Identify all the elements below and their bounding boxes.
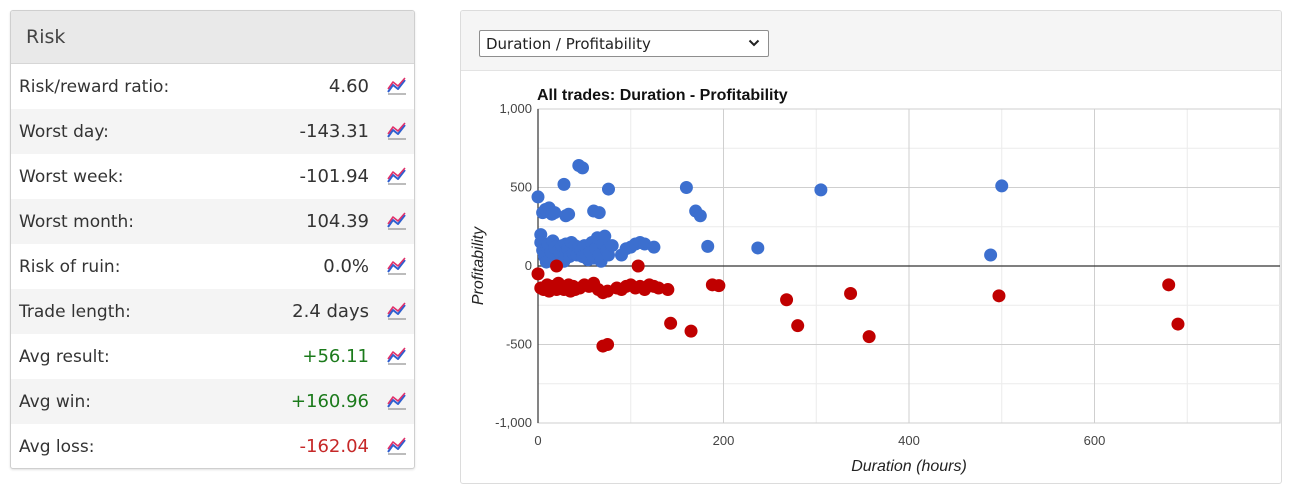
risk-row-label: Avg win: xyxy=(19,391,92,412)
scatter-point xyxy=(576,161,590,175)
scatter-point xyxy=(557,177,571,191)
risk-panel: Risk Risk/reward ratio: 4.60 Worst day: -14… xyxy=(10,10,415,469)
risk-list: Risk/reward ratio: 4.60 Worst day: -143.31 W… xyxy=(11,64,414,468)
risk-row-value: 2.4 days xyxy=(292,301,369,322)
y-tick-label: 1,000 xyxy=(499,101,532,116)
risk-row-label: Avg result: xyxy=(19,346,110,367)
scatter-point xyxy=(701,239,715,253)
risk-row-label: Worst week: xyxy=(19,166,124,187)
line-chart-icon[interactable] xyxy=(386,437,408,455)
scatter-point xyxy=(791,319,805,333)
scatter-point xyxy=(605,239,619,253)
chart-title: All trades: Duration - Profitability xyxy=(537,87,788,104)
risk-row-label: Risk/reward ratio: xyxy=(19,76,170,97)
risk-row: Avg result: +56.11 xyxy=(11,334,414,379)
risk-row-value: +160.96 xyxy=(290,391,369,412)
risk-row: Avg loss: -162.04 xyxy=(11,424,414,468)
line-chart-icon[interactable] xyxy=(386,77,408,95)
scatter-point xyxy=(1171,317,1185,331)
y-tick-label: -500 xyxy=(506,337,532,352)
scatter-point xyxy=(539,255,553,269)
line-chart-icon[interactable] xyxy=(386,392,408,410)
x-tick-label: 600 xyxy=(1084,433,1106,448)
x-tick-label: 400 xyxy=(898,433,920,448)
scatter-point xyxy=(531,267,545,281)
line-chart-icon[interactable] xyxy=(386,167,408,185)
scatter-point xyxy=(684,324,698,338)
risk-row: Worst week: -101.94 xyxy=(11,154,414,199)
risk-row: Trade length: 2.4 days xyxy=(11,289,414,334)
scatter-point xyxy=(598,229,612,243)
line-chart-icon[interactable] xyxy=(386,347,408,365)
scatter-point xyxy=(531,190,545,204)
risk-panel-title: Risk xyxy=(26,26,66,48)
risk-row-value: -162.04 xyxy=(299,436,369,457)
scatter-point xyxy=(992,289,1006,303)
y-tick-label: 500 xyxy=(510,180,532,195)
chart-panel: Duration / Profitability 0 200 400 600 1,000… xyxy=(460,10,1282,484)
x-tick-label: 0 xyxy=(534,433,541,448)
line-chart-icon[interactable] xyxy=(386,122,408,140)
scatter-point xyxy=(814,183,828,197)
risk-row: Risk of ruin: 0.0% xyxy=(11,244,414,289)
line-chart-icon[interactable] xyxy=(386,257,408,275)
scatter-point xyxy=(647,240,661,254)
risk-row-label: Trade length: xyxy=(19,301,131,322)
chevron-down-icon xyxy=(748,39,760,47)
scatter-point xyxy=(679,181,693,194)
scatter-point xyxy=(693,209,707,223)
x-tick-label: 200 xyxy=(713,433,735,448)
y-tick-label: 0 xyxy=(525,258,532,273)
scatter-point xyxy=(550,259,564,273)
scatter-point xyxy=(995,179,1009,193)
risk-panel-header: Risk xyxy=(11,11,414,64)
scatter-point xyxy=(712,279,726,293)
risk-row-label: Avg loss: xyxy=(19,436,95,457)
scatter-point xyxy=(631,259,645,273)
risk-row-label: Worst day: xyxy=(19,121,109,142)
risk-row-value: 0.0% xyxy=(323,256,369,277)
chart-toolbar: Duration / Profitability xyxy=(461,11,1281,71)
risk-row: Risk/reward ratio: 4.60 xyxy=(11,64,414,109)
scatter-point xyxy=(601,182,615,196)
scatter-point xyxy=(592,206,606,220)
risk-row-value: 4.60 xyxy=(328,76,369,97)
scatter-point xyxy=(984,248,998,262)
scatter-point xyxy=(1162,278,1176,292)
chart-type-select-value: Duration / Profitability xyxy=(486,34,651,53)
scatter-point xyxy=(661,283,675,297)
x-axis-label: Duration (hours) xyxy=(851,458,967,475)
risk-row: Avg win: +160.96 xyxy=(11,379,414,424)
risk-row-label: Worst month: xyxy=(19,211,135,232)
scatter-point xyxy=(844,286,858,300)
chart-type-select[interactable]: Duration / Profitability xyxy=(479,30,769,57)
y-axis-label: Profitability xyxy=(470,226,487,305)
risk-row: Worst month: 104.39 xyxy=(11,199,414,244)
scatter-point xyxy=(780,293,794,307)
risk-row-value: 104.39 xyxy=(306,211,369,232)
scatter-point xyxy=(664,316,678,330)
risk-row-value: -143.31 xyxy=(299,121,369,142)
y-tick-label: -1,000 xyxy=(495,415,532,430)
scatter-point xyxy=(751,241,765,255)
duration-profitability-chart: 0 200 400 600 1,000 500 0 -500 -1,000 All trades:… xyxy=(470,87,1281,475)
scatter-point xyxy=(548,206,562,220)
scatter-point xyxy=(562,207,576,221)
scatter-point xyxy=(862,330,876,344)
risk-row-value: +56.11 xyxy=(302,346,369,367)
line-chart-icon[interactable] xyxy=(386,302,408,320)
line-chart-icon[interactable] xyxy=(386,212,408,230)
risk-row-label: Risk of ruin: xyxy=(19,256,121,277)
risk-row: Worst day: -143.31 xyxy=(11,109,414,154)
risk-row-value: -101.94 xyxy=(299,166,369,187)
scatter-point xyxy=(601,338,615,351)
